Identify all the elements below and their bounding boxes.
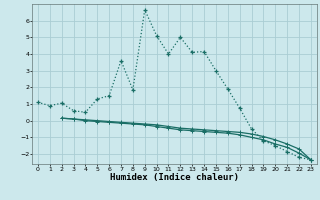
X-axis label: Humidex (Indice chaleur): Humidex (Indice chaleur) bbox=[110, 173, 239, 182]
